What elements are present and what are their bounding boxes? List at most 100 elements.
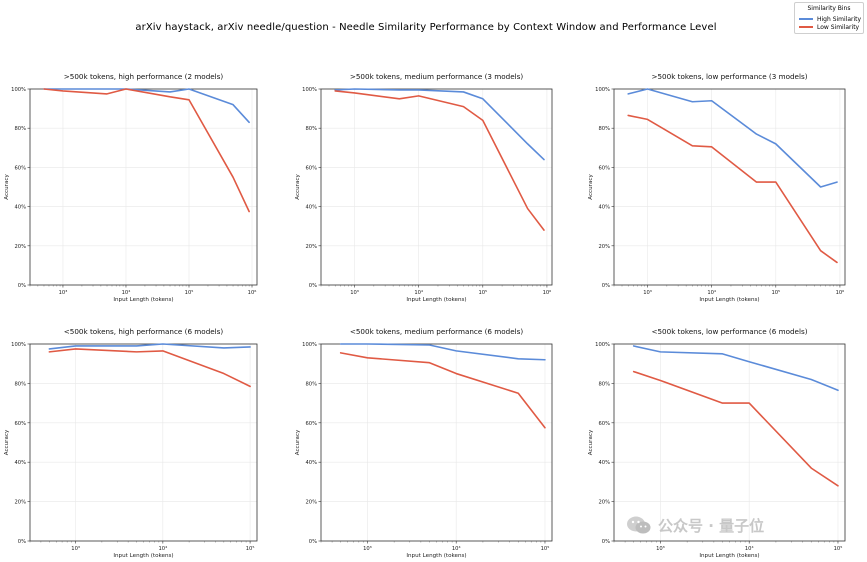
y-tick-label: 80% [14,126,26,132]
y-tick-label: 80% [598,126,610,132]
legend-swatch-low [799,26,813,28]
y-axis-label: Accuracy [588,429,594,455]
series-line-high-similarity [334,88,545,161]
plot-frame [29,88,258,286]
y-tick-label: 0% [309,283,317,289]
series-line-low-similarity [632,370,839,487]
y-tick-label: 100% [302,342,317,348]
series-line-high-similarity [632,345,839,392]
y-tick-label: 40% [598,460,610,466]
x-tick-label: 10⁴ [707,290,716,296]
y-tick-label: 100% [595,87,610,93]
x-tick-label: 10³ [656,546,665,552]
x-tick-label: 10³ [71,546,80,552]
wechat-logo-icon [627,516,651,534]
series-line-high-similarity [43,88,250,124]
watermark: 公众号 · 量子位 [626,512,764,538]
y-tick-label: 60% [305,165,317,171]
y-tick-label: 60% [598,421,610,427]
series-line-high-similarity [48,343,251,350]
y-tick-label: 40% [598,205,610,211]
x-tick-label: 10³ [363,546,372,552]
y-tick-label: 100% [595,342,610,348]
legend-item-high: High Similarity [799,15,861,23]
x-axis-label: Input Length (tokens) [406,297,466,303]
y-tick-label: 80% [14,381,26,387]
y-tick-label: 0% [309,539,317,545]
y-tick-label: 100% [302,87,317,93]
subplot-1: 0% 20% 40% 60% 80% 100% 10³ 10⁴ 10⁵ 10⁶ Input Leng… [4,72,258,303]
y-tick-label: 20% [598,244,610,250]
x-tick-label: 10⁵ [771,290,780,296]
x-axis-label: Input Length (tokens) [113,297,173,303]
legend-title: Similarity Bins [807,5,851,12]
subplot-5: 0% 20% 40% 60% 80% 100% 10³ 10⁴ 10⁵ Input Length … [295,327,553,559]
y-tick-label: 100% [11,342,26,348]
plot-frame [320,88,553,286]
y-tick-label: 20% [305,500,317,506]
y-tick-label: 40% [305,460,317,466]
figure-title: arXiv haystack, arXiv needle/question - … [135,22,717,33]
subplot-title: <500k tokens, medium performance (6 mode… [350,327,524,336]
x-tick-label: 10⁵ [478,290,487,296]
y-tick-label: 100% [11,87,26,93]
y-tick-label: 60% [305,421,317,427]
y-tick-label: 0% [18,283,26,289]
x-tick-label: 10⁶ [543,290,552,296]
x-tick-label: 10⁵ [246,546,255,552]
y-tick-label: 60% [598,165,610,171]
y-tick-label: 0% [602,283,610,289]
y-tick-label: 40% [14,460,26,466]
y-tick-label: 80% [305,381,317,387]
x-tick-label: 10⁴ [452,546,461,552]
series-line-low-similarity [334,90,545,231]
x-tick-label: 10³ [59,290,68,296]
x-axis-label: Input Length (tokens) [406,553,466,559]
y-axis-label: Accuracy [588,174,594,200]
subplot-2: 0% 20% 40% 60% 80% 100% 10³ 10⁴ 10⁵ 10⁶ Input Leng… [295,72,553,303]
series-line-low-similarity [43,88,250,213]
legend: Similarity Bins High Similarity Low Simi… [794,2,864,34]
subplot-3: 0% 20% 40% 60% 80% 100% 10³ 10⁴ 10⁵ 10⁶ Input Leng… [588,72,846,303]
y-tick-label: 40% [14,205,26,211]
y-tick-label: 80% [305,126,317,132]
x-tick-label: 10⁴ [745,546,754,552]
series-line-low-similarity [48,348,251,388]
legend-label-high: High Similarity [817,15,862,23]
y-tick-label: 40% [305,205,317,211]
y-tick-label: 20% [305,244,317,250]
x-tick-label: 10⁴ [414,290,423,296]
plot-frame [320,343,553,542]
subplot-title: <500k tokens, low performance (6 models) [651,327,807,336]
legend-swatch-high [799,18,813,20]
series-line-low-similarity [339,352,546,429]
y-axis-label: Accuracy [295,174,301,200]
subplot-6: 0% 20% 40% 60% 80% 100% 10³ 10⁴ 10⁵ Input Length … [588,327,846,559]
y-tick-label: 60% [14,421,26,427]
y-axis-label: Accuracy [295,429,301,455]
x-tick-label: 10⁵ [834,546,843,552]
x-tick-label: 10⁵ [541,546,550,552]
y-tick-label: 0% [602,539,610,545]
plot-frame [613,88,846,286]
subplot-title: >500k tokens, high performance (2 models… [64,72,224,81]
y-tick-label: 20% [14,500,26,506]
x-axis-label: Input Length (tokens) [699,553,759,559]
x-axis-label: Input Length (tokens) [113,553,173,559]
x-tick-label: 10⁶ [248,290,257,296]
x-axis-label: Input Length (tokens) [699,297,759,303]
y-tick-label: 20% [598,500,610,506]
subplot-title: >500k tokens, low performance (3 models) [651,72,807,81]
y-axis-label: Accuracy [4,429,10,455]
subplot-title: <500k tokens, high performance (6 models… [64,327,224,336]
x-tick-label: 10⁴ [122,290,131,296]
watermark-text: 公众号 · 量子位 [658,516,765,535]
series-line-low-similarity [627,114,838,264]
y-axis-label: Accuracy [4,174,10,200]
x-tick-label: 10⁶ [836,290,845,296]
series-line-high-similarity [339,343,546,361]
x-tick-label: 10⁴ [159,546,168,552]
subplot-4: 0% 20% 40% 60% 80% 100% 10³ 10⁴ 10⁵ Input Length … [4,327,258,559]
y-tick-label: 60% [14,165,26,171]
